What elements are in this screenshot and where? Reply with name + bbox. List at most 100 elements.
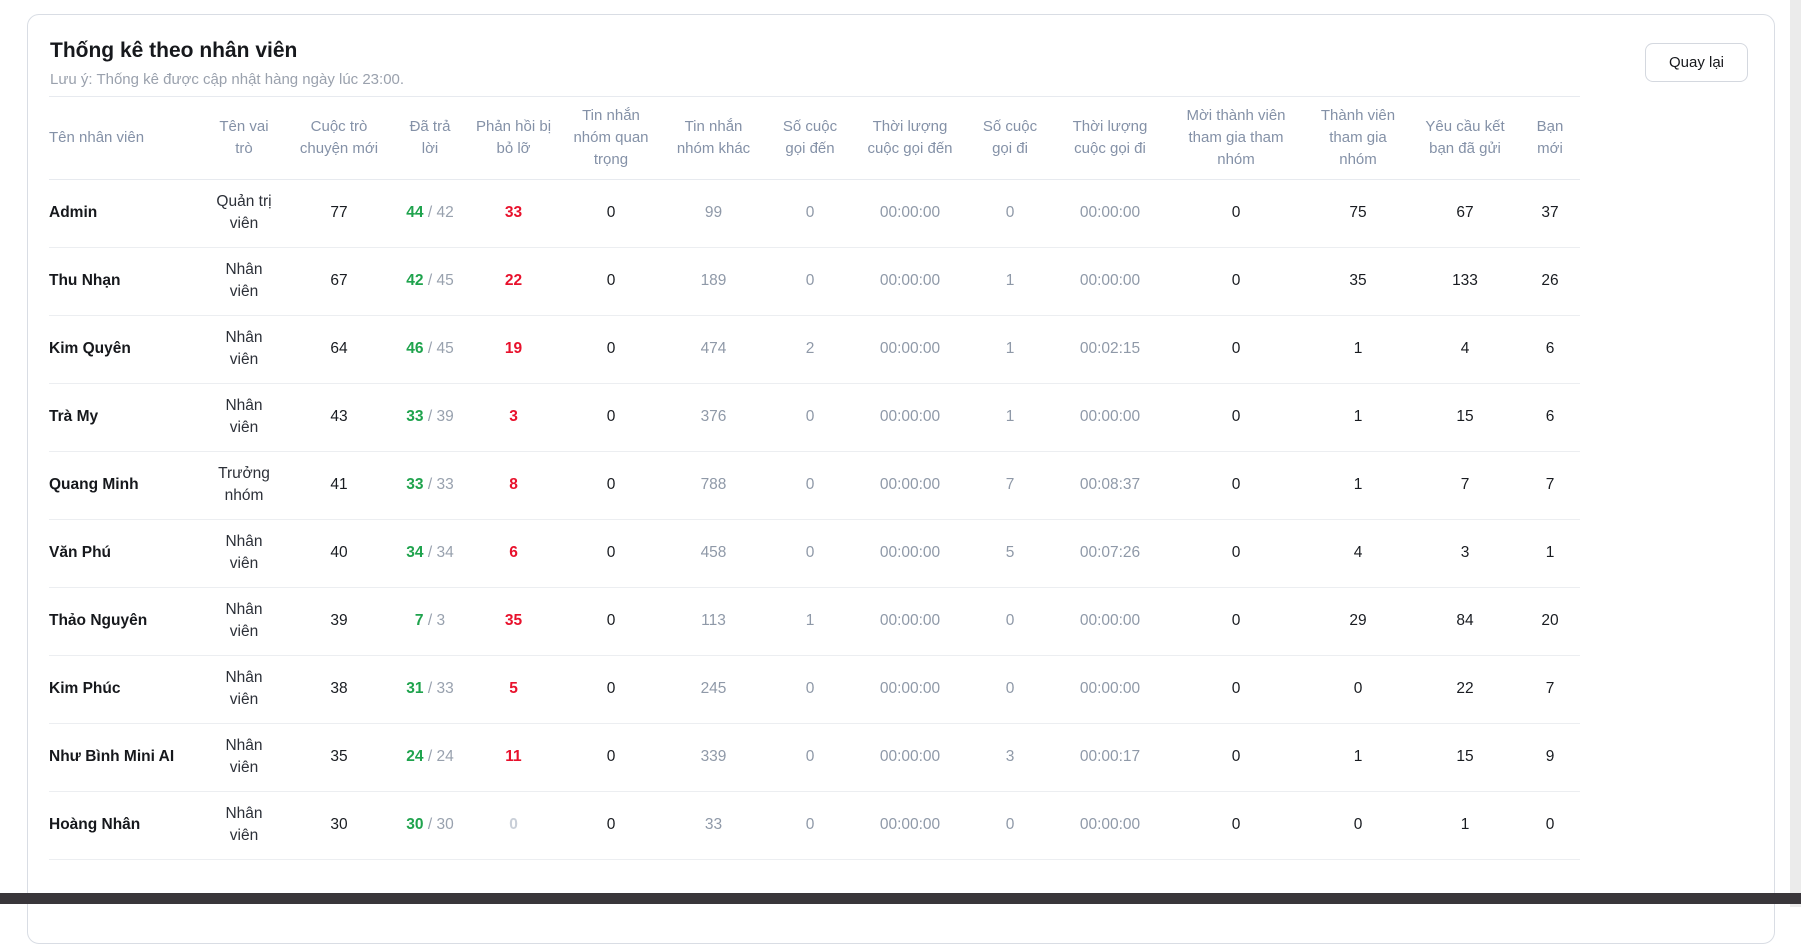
- cell-calls_out: 0: [966, 179, 1054, 248]
- cell-new_friends: 6: [1520, 383, 1580, 452]
- cell-joined: 4: [1306, 519, 1410, 588]
- cell-friend_requests: 67: [1410, 179, 1520, 248]
- cell-answered: 31 / 33: [394, 655, 466, 724]
- cell-group_important: 0: [561, 519, 661, 588]
- cell-calls_out: 5: [966, 519, 1054, 588]
- column-header-group_other: Tin nhắn nhóm khác: [661, 96, 766, 180]
- cell-role: Nhân viên: [204, 655, 284, 724]
- cell-new_friends: 7: [1520, 655, 1580, 724]
- cell-invited: 0: [1166, 315, 1306, 384]
- answered-total: / 30: [423, 815, 454, 833]
- cell-new_friends: 9: [1520, 723, 1580, 792]
- answered-total: / 45: [423, 271, 454, 289]
- answered-total: / 33: [423, 679, 454, 697]
- column-header-answered: Đã trả lời: [394, 96, 466, 180]
- cell-calls_out: 0: [966, 587, 1054, 656]
- page-title: Thống kê theo nhân viên: [50, 39, 298, 62]
- back-button[interactable]: Quay lại: [1644, 43, 1748, 82]
- cell-joined: 1: [1306, 383, 1410, 452]
- column-header-call_out_duration: Thời lượng cuộc gọi đi: [1054, 96, 1166, 180]
- cell-new_conversations: 35: [284, 723, 394, 792]
- cell-calls_in: 0: [766, 247, 854, 316]
- cell-group_important: 0: [561, 791, 661, 860]
- cell-call_out_duration: 00:00:00: [1054, 179, 1166, 248]
- cell-joined: 1: [1306, 451, 1410, 520]
- vertical-scrollbar-track[interactable]: [1790, 0, 1801, 907]
- cell-role: Nhân viên: [204, 383, 284, 452]
- cell-new_friends: 26: [1520, 247, 1580, 316]
- cell-group_other: 99: [661, 179, 766, 248]
- column-header-new_conversations: Cuộc trò chuyện mới: [284, 96, 394, 180]
- cell-group_other: 245: [661, 655, 766, 724]
- cell-group_other: 189: [661, 247, 766, 316]
- cell-calls_out: 1: [966, 383, 1054, 452]
- cell-call_out_duration: 00:00:00: [1054, 247, 1166, 316]
- cell-calls_in: 2: [766, 315, 854, 384]
- cell-group_other: 376: [661, 383, 766, 452]
- cell-calls_out: 1: [966, 247, 1054, 316]
- column-header-group_important: Tin nhắn nhóm quan trọng: [561, 96, 661, 180]
- cell-answered: 7 / 3: [394, 587, 466, 656]
- cell-group_other: 474: [661, 315, 766, 384]
- cell-missed: 22: [466, 247, 561, 316]
- cell-group_other: 33: [661, 791, 766, 860]
- cell-role: Nhân viên: [204, 315, 284, 384]
- cell-calls_in: 0: [766, 723, 854, 792]
- cell-name: Thảo Nguyên: [49, 587, 204, 656]
- table-row: Như Bình Mini AI Nhân viên 35 24 / 24 11 0 339…: [49, 723, 1580, 792]
- cell-new_conversations: 77: [284, 179, 394, 248]
- cell-group_important: 0: [561, 587, 661, 656]
- answered-count: 24: [406, 747, 424, 765]
- cell-group_other: 113: [661, 587, 766, 656]
- cell-calls_in: 0: [766, 519, 854, 588]
- cell-group_other: 339: [661, 723, 766, 792]
- cell-call_in_duration: 00:00:00: [854, 315, 966, 384]
- answered-count: 42: [406, 271, 424, 289]
- column-header-invited: Mời thành viên tham gia tham nhóm: [1166, 96, 1306, 180]
- table-row: Thu Nhạn Nhân viên 67 42 / 45 22 0 189 0 00:00:0…: [49, 247, 1580, 316]
- cell-role: Quản trị viên: [204, 179, 284, 248]
- cell-friend_requests: 1: [1410, 791, 1520, 860]
- cell-invited: 0: [1166, 587, 1306, 656]
- cell-new_conversations: 43: [284, 383, 394, 452]
- table-row: Admin Quản trị viên 77 44 / 42 33 0 99 0 00:00:0…: [49, 179, 1580, 248]
- cell-invited: 0: [1166, 383, 1306, 452]
- cell-invited: 0: [1166, 247, 1306, 316]
- cell-group_other: 788: [661, 451, 766, 520]
- page-subtitle: Lưu ý: Thống kê được cập nhật hàng ngày …: [50, 71, 405, 89]
- column-header-missed: Phản hồi bị bỏ lỡ: [466, 96, 561, 180]
- cell-joined: 0: [1306, 655, 1410, 724]
- cell-friend_requests: 4: [1410, 315, 1520, 384]
- cell-group_important: 0: [561, 723, 661, 792]
- column-header-friend_requests: Yêu cầu kết bạn đã gửi: [1410, 96, 1520, 180]
- cell-name: Hoàng Nhân: [49, 791, 204, 860]
- cell-call_out_duration: 00:00:00: [1054, 587, 1166, 656]
- column-header-calls_in: Số cuộc gọi đến: [766, 96, 854, 180]
- cell-friend_requests: 84: [1410, 587, 1520, 656]
- cell-role: Nhân viên: [204, 791, 284, 860]
- cell-missed: 5: [466, 655, 561, 724]
- table-header-row: Tên nhân viên Tên vai trò Cuộc trò chuyện …: [49, 96, 1580, 180]
- cell-calls_out: 3: [966, 723, 1054, 792]
- table-row: Hoàng Nhân Nhân viên 30 30 / 30 0 0 33 0 00:00:0…: [49, 791, 1580, 860]
- table-row: Kim Phúc Nhân viên 38 31 / 33 5 0 245 0 00:00:00…: [49, 655, 1580, 724]
- cell-missed: 35: [466, 587, 561, 656]
- cell-new_conversations: 40: [284, 519, 394, 588]
- horizontal-scrollbar[interactable]: [0, 893, 1801, 904]
- cell-answered: 33 / 33: [394, 451, 466, 520]
- table-row: Thảo Nguyên Nhân viên 39 7 / 3 35 0 113 1 00:00:…: [49, 587, 1580, 656]
- cell-name: Văn Phú: [49, 519, 204, 588]
- column-header-calls_out: Số cuộc gọi đi: [966, 96, 1054, 180]
- cell-new_friends: 20: [1520, 587, 1580, 656]
- cell-missed: 33: [466, 179, 561, 248]
- table-row: Quang Minh Trưởng nhóm 41 33 / 33 8 0 788 0 00:0…: [49, 451, 1580, 520]
- cell-new_friends: 0: [1520, 791, 1580, 860]
- cell-call_in_duration: 00:00:00: [854, 791, 966, 860]
- cell-new_conversations: 38: [284, 655, 394, 724]
- stats-card: Thống kê theo nhân viên Lưu ý: Thống kê …: [27, 14, 1775, 944]
- cell-missed: 19: [466, 315, 561, 384]
- cell-joined: 29: [1306, 587, 1410, 656]
- cell-invited: 0: [1166, 791, 1306, 860]
- answered-total: / 33: [423, 475, 454, 493]
- answered-total: / 24: [423, 747, 454, 765]
